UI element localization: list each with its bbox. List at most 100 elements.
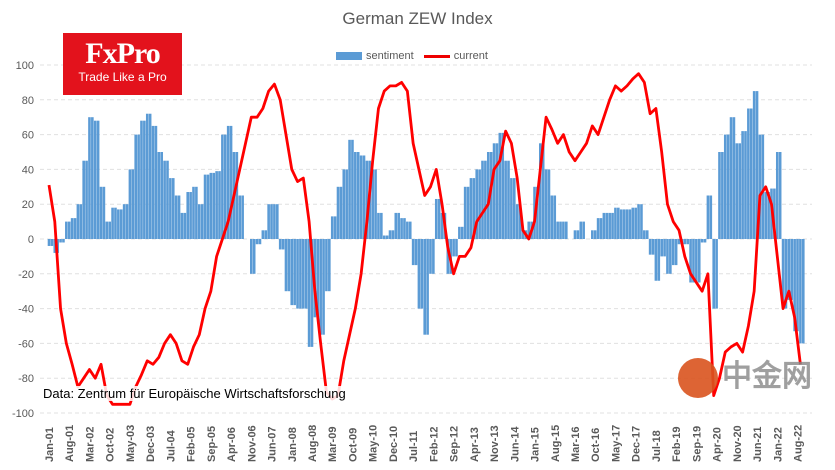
sentiment-bar (547, 169, 551, 239)
sentiment-bar (489, 152, 493, 239)
sentiment-bar (752, 91, 756, 239)
sentiment-bar (671, 239, 675, 266)
sentiment-bar (423, 239, 426, 335)
x-tick-label: Dec-17 (631, 426, 643, 462)
sentiment-bar (53, 239, 57, 253)
sentiment-bar (356, 152, 360, 239)
sentiment-bar (643, 230, 646, 239)
sentiment-bar (781, 239, 785, 309)
sentiment-bar (264, 230, 268, 239)
sentiment-bar (640, 204, 643, 239)
sentiment-bar (203, 174, 207, 239)
sentiment-bar (281, 239, 285, 250)
sentiment-bar (270, 204, 273, 239)
x-tick-label: May-03 (125, 425, 137, 462)
sentiment-bar (50, 239, 54, 246)
sentiment-bar (276, 204, 279, 239)
sentiment-bar (744, 131, 747, 239)
sentiment-bar (382, 235, 386, 239)
sentiment-bar (154, 125, 158, 239)
sentiment-bar (417, 239, 421, 309)
sentiment-bar (82, 160, 85, 239)
sentiment-bar (460, 226, 464, 239)
sentiment-bar (148, 113, 152, 239)
y-tick-label: 80 (22, 95, 34, 107)
x-tick-label: Jan-08 (287, 427, 299, 462)
sentiment-bar (599, 218, 603, 239)
sentiment-bar (333, 216, 337, 239)
sentiment-bar (466, 186, 470, 239)
sentiment-bar (143, 120, 146, 239)
sentiment-bar (96, 120, 100, 239)
sentiment-bar (408, 221, 412, 239)
sentiment-bar (481, 160, 484, 239)
sentiment-bar (472, 178, 476, 239)
x-tick-label: Mar-16 (570, 427, 582, 462)
sentiment-bar (177, 195, 181, 239)
legend: sentiment current (336, 50, 488, 62)
sentiment-bar (304, 239, 308, 309)
x-tick-label: Dec-03 (145, 426, 157, 462)
x-tick-label: Jul-18 (651, 430, 663, 462)
sentiment-bar (134, 134, 137, 239)
x-tick-label: Aug-15 (550, 425, 562, 462)
sentiment-bar (261, 230, 265, 239)
sentiment-bar (380, 212, 383, 239)
sentiment-bar (544, 169, 548, 239)
sentiment-bar (622, 209, 626, 239)
sentiment-bar (105, 221, 109, 239)
sentiment-bar (475, 169, 479, 239)
x-tick-label: Jan-22 (772, 427, 784, 462)
x-tick-label: Nov-20 (732, 425, 744, 462)
x-tick-label: Jun-14 (509, 426, 521, 462)
sentiment-bar (122, 204, 126, 239)
x-tick-label: Nov-06 (246, 425, 258, 462)
sentiment-bar (362, 155, 366, 239)
x-tick-label: Apr-06 (226, 427, 238, 462)
y-tick-label: -60 (18, 338, 34, 350)
sentiment-bar (469, 178, 473, 239)
sentiment-bar (709, 195, 713, 239)
sentiment-bar (229, 125, 233, 239)
sentiment-bar (307, 239, 311, 347)
sentiment-bar (463, 186, 467, 239)
sentiment-bar (721, 152, 724, 239)
sentiment-bar (411, 239, 415, 266)
x-tick-label: Oct-02 (105, 428, 117, 462)
sentiment-bar (325, 239, 328, 292)
sentiment-bar (128, 169, 132, 239)
sentiment-bar (91, 117, 94, 239)
sentiment-bar (718, 152, 721, 239)
sentiment-bar (125, 204, 129, 239)
sentiment-bar (65, 221, 68, 239)
sentiment-bar (47, 239, 51, 246)
sentiment-bar (793, 239, 796, 332)
sentiment-bar (536, 186, 539, 239)
sentiment-bar (434, 198, 438, 239)
sentiment-bar (784, 239, 788, 309)
sentiment-bar (388, 230, 392, 239)
sentiment-bar (501, 132, 505, 239)
sentiment-bar (290, 239, 294, 306)
x-tick-label: Apr-13 (469, 427, 481, 462)
sentiment-bar (171, 178, 175, 239)
sentiment-bar (645, 230, 649, 239)
sentiment-bar (761, 134, 765, 239)
source-note: Data: Zentrum für Europäische Wirtschaft… (43, 386, 346, 401)
sentiment-bar (593, 230, 597, 239)
sentiment-bar (758, 134, 762, 239)
sentiment-bar (166, 160, 169, 239)
x-tick-label: Feb-19 (671, 427, 683, 462)
x-tick-label: Apr-20 (712, 427, 724, 462)
sentiment-bar (521, 230, 525, 239)
sentiment-bar (316, 239, 320, 318)
sentiment-bar (559, 221, 562, 239)
x-tick-label: Nov-13 (489, 425, 501, 462)
sentiment-bar (683, 239, 687, 245)
sentiment-bar (677, 239, 681, 245)
sentiment-bar (79, 204, 83, 239)
sentiment-bar (429, 239, 432, 274)
sentiment-bar (131, 169, 135, 239)
sentiment-bar (657, 239, 661, 281)
x-tick-label: Aug-22 (793, 425, 805, 462)
